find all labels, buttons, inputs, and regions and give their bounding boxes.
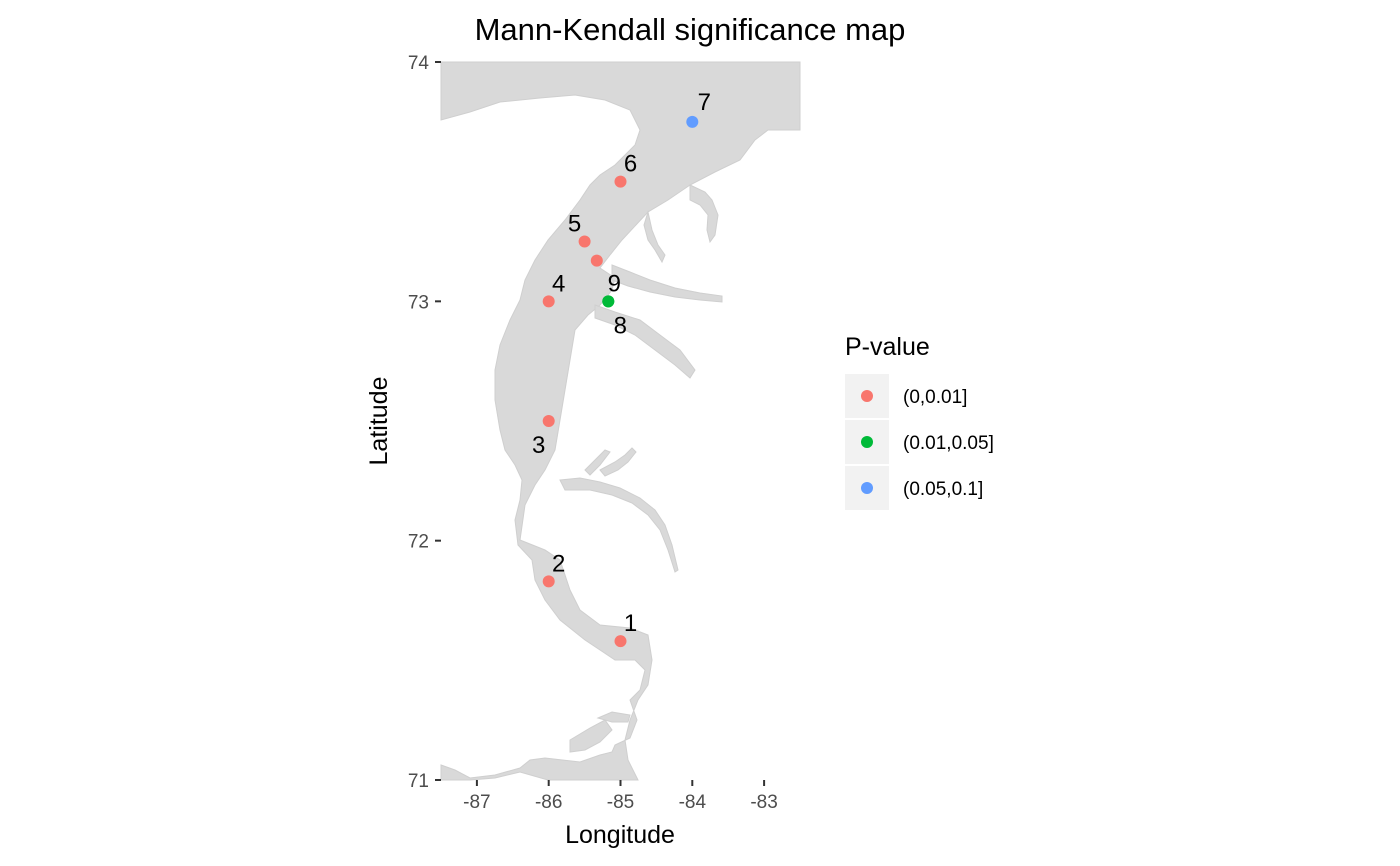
site-point xyxy=(542,575,555,588)
land-bottom-1 xyxy=(569,719,613,753)
map-title: Mann-Kendall significance map xyxy=(475,12,906,47)
site-label: 6 xyxy=(624,151,637,178)
inlet-long-right xyxy=(611,264,723,303)
legend-swatch xyxy=(861,482,873,494)
site-point xyxy=(614,635,627,648)
land-bottom-2 xyxy=(596,711,631,723)
site-point xyxy=(590,254,603,267)
x-axis-title: Longitude xyxy=(565,821,675,849)
legend-label: (0.05,0.1] xyxy=(903,479,983,500)
inlet-site-8-9 xyxy=(594,304,696,379)
inlet-lower-2 xyxy=(599,447,637,477)
estuary-main-channel xyxy=(440,61,801,781)
site-label: 4 xyxy=(552,270,565,297)
y-tick-label: 73 xyxy=(408,292,429,313)
site-point xyxy=(542,295,555,308)
x-tick-label: -84 xyxy=(679,792,707,813)
site-label: 5 xyxy=(568,211,581,238)
x-tick-label: -87 xyxy=(463,792,490,813)
legend-title: P-value xyxy=(845,333,930,361)
x-tick-label: -86 xyxy=(535,792,562,813)
inlet-lower-3 xyxy=(584,449,611,476)
legend-swatch xyxy=(861,436,873,448)
y-tick-label: 71 xyxy=(408,771,429,792)
y-axis-title: Latitude xyxy=(365,377,393,466)
site-point xyxy=(686,115,699,128)
inlet-upper-right xyxy=(689,184,719,244)
x-tick-label: -83 xyxy=(750,792,777,813)
x-tick-label: -85 xyxy=(607,792,634,813)
site-label: 9 xyxy=(608,270,621,297)
plot-panel: -87 -86 -85 -84 -83 71 72 73 74 1 2 3 4 5 6 7 8 9 xyxy=(408,53,801,813)
land-polygons xyxy=(440,61,801,781)
site-point xyxy=(542,415,555,427)
x-axis-ticks: -87 -86 -85 -84 -83 xyxy=(463,780,778,813)
site-labels: 1 2 3 4 5 6 7 8 9 xyxy=(532,89,711,637)
site-label: 8 xyxy=(614,312,627,339)
inlet-lower-1 xyxy=(559,477,679,573)
site-label: 7 xyxy=(698,89,711,116)
legend-label: (0.01,0.05] xyxy=(903,433,994,454)
legend: P-value (0,0.01] (0.01,0.05] (0.05,0.1] xyxy=(845,333,994,510)
legend-swatch xyxy=(861,390,873,402)
site-label: 1 xyxy=(624,610,637,637)
site-point xyxy=(614,175,627,188)
site-point xyxy=(578,235,591,248)
inlet-middle-right xyxy=(643,210,666,264)
site-label: 2 xyxy=(552,550,565,577)
y-axis-ticks: 71 72 73 74 xyxy=(408,53,441,792)
y-tick-label: 72 xyxy=(408,532,429,553)
y-tick-label: 74 xyxy=(408,53,430,74)
site-points xyxy=(542,115,699,648)
site-label: 3 xyxy=(532,432,545,459)
legend-items: (0,0.01] (0.01,0.05] (0.05,0.1] xyxy=(845,374,994,510)
legend-label: (0,0.01] xyxy=(903,387,967,408)
site-point xyxy=(602,295,615,308)
